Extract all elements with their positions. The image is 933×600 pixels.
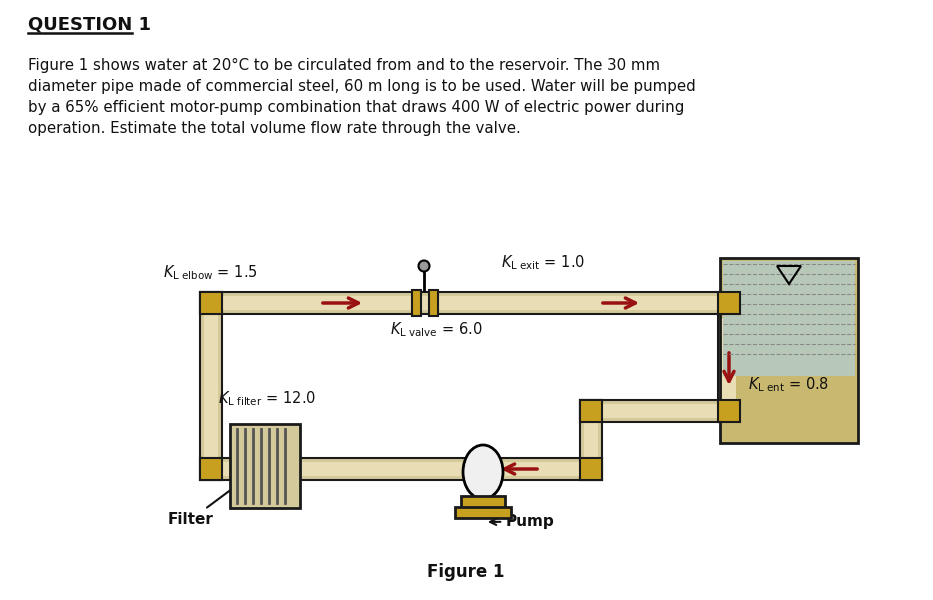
Text: $K_{\mathregular{L\ valve}}$ = 6.0: $K_{\mathregular{L\ valve}}$ = 6.0 (390, 320, 482, 338)
Bar (412, 290, 421, 316)
Text: $K_{\mathregular{L\ filter}}$ = 12.0: $K_{\mathregular{L\ filter}}$ = 12.0 (218, 389, 316, 408)
Bar (718, 400, 740, 422)
Bar (584, 404, 598, 476)
Text: QUESTION 1: QUESTION 1 (28, 15, 151, 33)
Bar (204, 296, 736, 310)
Text: diameter pipe made of commercial steel, 60 m long is to be used. Water will be p: diameter pipe made of commercial steel, … (28, 79, 696, 94)
Bar (200, 458, 602, 480)
Text: by a 65% efficient motor-pump combination that draws 400 W of electric power dur: by a 65% efficient motor-pump combinatio… (28, 100, 685, 115)
Text: Figure 1: Figure 1 (427, 563, 505, 581)
Bar (580, 400, 740, 422)
Text: Pump: Pump (490, 514, 555, 529)
Text: $K_{\mathregular{L\ elbow}}$ = 1.5: $K_{\mathregular{L\ elbow}}$ = 1.5 (163, 263, 258, 282)
Circle shape (419, 260, 429, 271)
Bar (429, 290, 438, 316)
Text: Figure 1 shows water at 20°C to be circulated from and to the reservoir. The 30 : Figure 1 shows water at 20°C to be circu… (28, 58, 661, 73)
Bar (230, 424, 300, 508)
Text: operation. Estimate the total volume flow rate through the valve.: operation. Estimate the total volume flo… (28, 121, 521, 136)
Bar (200, 458, 222, 480)
Bar (580, 400, 602, 480)
Bar (580, 400, 602, 422)
Bar (204, 462, 598, 476)
Bar (722, 318, 736, 418)
Bar (200, 292, 222, 480)
Bar (204, 296, 218, 476)
Text: $K_{\mathregular{L\ ent}}$ = 0.8: $K_{\mathregular{L\ ent}}$ = 0.8 (748, 376, 829, 394)
Bar (584, 404, 736, 418)
Text: $K_{\mathregular{L\ exit}}$ = 1.0: $K_{\mathregular{L\ exit}}$ = 1.0 (501, 253, 585, 272)
Bar (723, 261, 855, 376)
Bar (720, 258, 858, 443)
Ellipse shape (463, 445, 503, 499)
Bar (200, 292, 740, 314)
Bar (718, 314, 740, 422)
Bar (455, 507, 511, 518)
Text: Filter: Filter (168, 477, 248, 527)
Bar (580, 458, 602, 480)
Bar (200, 292, 222, 314)
Bar (718, 292, 740, 314)
Bar (461, 496, 505, 510)
